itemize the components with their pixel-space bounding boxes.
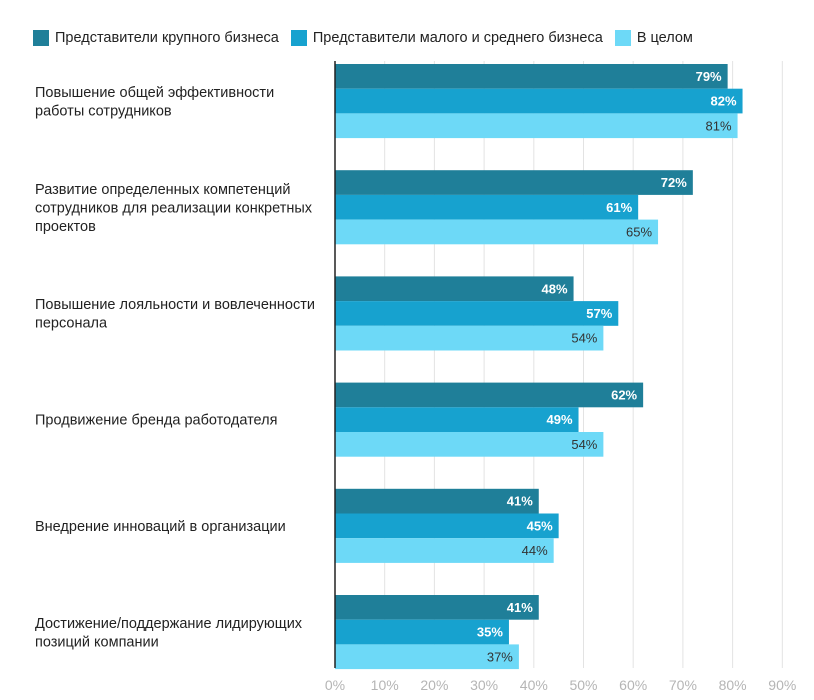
category-label-line: Достижение/поддержание лидирующих [35, 616, 303, 632]
bar [335, 194, 639, 220]
bar [335, 170, 693, 195]
data-label: 41% [507, 600, 533, 615]
category-label: Повышение лояльности и вовлеченности перс… [35, 297, 315, 332]
legend-item-3[interactable]: В целом [614, 30, 693, 46]
data-label: 61% [606, 200, 632, 215]
legend-swatch [290, 30, 307, 46]
data-label: 48% [542, 281, 568, 296]
bar [335, 325, 604, 351]
data-label: 45% [527, 518, 553, 533]
data-label: 82% [711, 94, 737, 109]
data-label: 35% [477, 625, 503, 640]
bar [335, 488, 539, 514]
data-label: 62% [611, 387, 637, 402]
x-tick-label: 40% [520, 677, 548, 693]
category-label-line: сотрудников для реализации конкретных [35, 200, 313, 216]
bar [335, 407, 579, 432]
category-label-line: Повышение лояльности и вовлеченности [35, 297, 315, 313]
bar [335, 595, 539, 620]
bar [335, 432, 604, 457]
bar [335, 513, 559, 539]
x-tick-label: 20% [420, 677, 448, 693]
chart-legend: Представители крупного бизнеса Представит… [33, 29, 705, 47]
x-tick-label: 90% [768, 677, 796, 693]
data-label: 37% [487, 649, 513, 664]
category-label: Достижение/поддержание лидирующих позиций… [35, 616, 303, 651]
x-tick-label: 0% [325, 677, 345, 693]
data-label: 54% [571, 331, 597, 346]
x-tick-label: 60% [619, 677, 647, 693]
legend-swatch [614, 30, 631, 46]
data-label: 49% [546, 412, 572, 427]
legend-label: Представители малого и среднего бизнеса [312, 30, 603, 46]
category-label: Повышение общей эффективности работы сотр… [35, 85, 274, 120]
bar [335, 64, 728, 89]
category-label: Развитие определенных компетенций сотрудн… [35, 182, 313, 235]
category-label-line: Продвижение бренда работодателя [35, 413, 277, 429]
x-tick-label: 70% [669, 677, 697, 693]
category-label-line: работы сотрудников [35, 103, 172, 119]
bar [335, 276, 574, 302]
bar [335, 382, 644, 408]
bar [335, 301, 619, 326]
data-label: 65% [626, 224, 652, 239]
legend-label: В целом [636, 30, 693, 46]
category-label: Внедрение инноваций в организации [35, 519, 286, 535]
data-label: 44% [522, 543, 548, 558]
category-label-line: проектов [35, 219, 96, 235]
legend-label: Представители крупного бизнеса [55, 30, 279, 46]
legend-swatch [33, 30, 49, 46]
data-label: 57% [586, 306, 612, 321]
data-label: 72% [661, 175, 687, 190]
legend-item-1[interactable]: Представители крупного бизнеса [33, 30, 279, 46]
data-label: 41% [507, 494, 533, 509]
x-tick-label: 30% [470, 677, 498, 693]
category-label-line: персонала [35, 316, 108, 332]
legend-item-2[interactable]: Представители малого и среднего бизнеса [290, 30, 603, 46]
data-label: 81% [706, 118, 732, 133]
category-label: Продвижение бренда работодателя [35, 413, 277, 429]
x-tick-label: 50% [569, 677, 597, 693]
bar [335, 538, 554, 563]
x-tick-label: 10% [371, 677, 399, 693]
bar [335, 113, 738, 139]
x-tick-label: 80% [719, 677, 747, 693]
category-label-line: позиций компании [35, 634, 159, 650]
data-label: 54% [571, 437, 597, 452]
category-label-line: Внедрение инноваций в организации [35, 519, 286, 535]
category-label-line: Развитие определенных компетенций [35, 182, 290, 198]
category-label-line: Повышение общей эффективности [35, 85, 274, 101]
bar [335, 644, 519, 670]
bar [335, 88, 743, 114]
bar [335, 219, 659, 245]
bar [335, 619, 509, 645]
data-label: 79% [696, 69, 722, 84]
